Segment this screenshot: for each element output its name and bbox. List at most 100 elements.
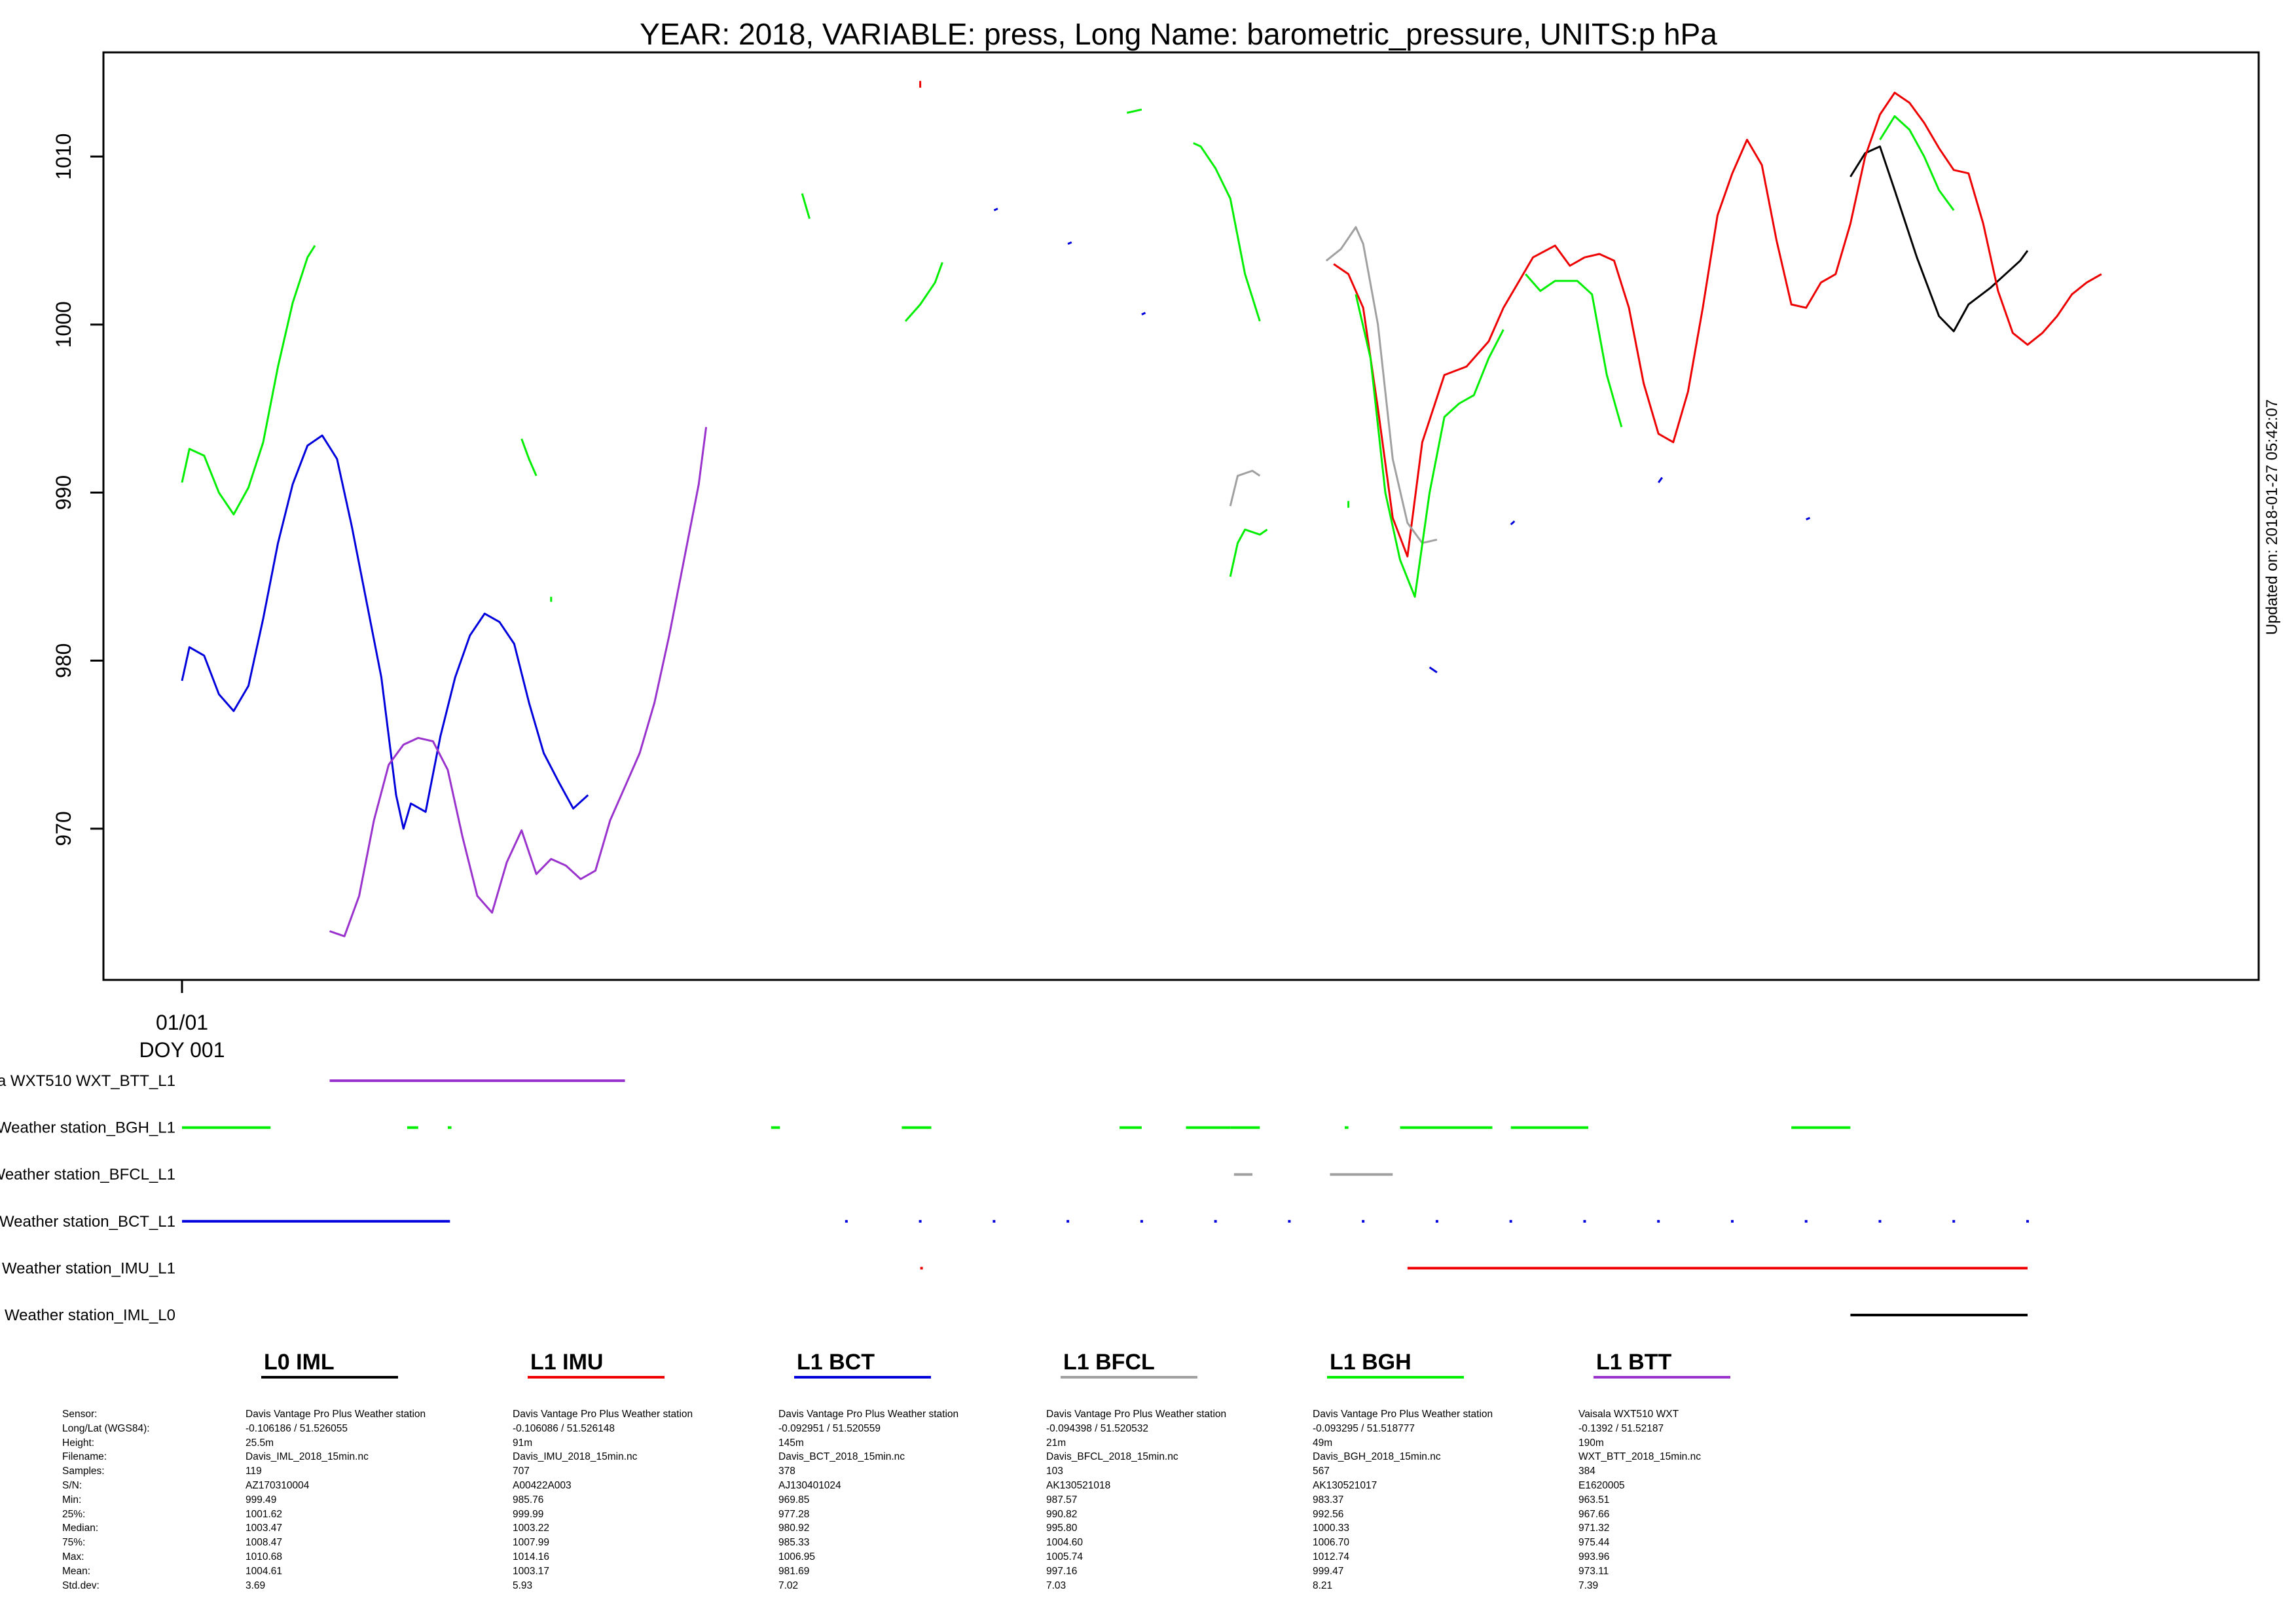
series-line-iml [1850,145,2029,333]
y-tick-label: 970 [52,811,75,846]
stats-cell: AJ130401024 [778,1479,841,1491]
y-tick-label: 990 [52,475,75,510]
stats-cell: Davis_BGH_2018_15min.nc [1313,1451,1441,1463]
stats-cell: 1003.22 [513,1523,550,1534]
stats-cell: 985.76 [513,1494,544,1506]
stats-cell: Filename: [62,1451,107,1463]
stats-cell: Davis Vantage Pro Plus Weather station [1313,1409,1493,1420]
series-imu [919,81,2102,558]
stats-column: Davis Vantage Pro Plus Weather station -0… [1313,1407,1493,1593]
legend-item: L1 BFCL [1061,1350,1197,1379]
series-line-bgh [1126,108,1142,114]
stats-cell: 1006.95 [778,1551,816,1562]
availability-row-label: Vaisala WXT510 WXT_BTT_L1 [0,1072,175,1090]
series-line-bgh [1229,528,1268,577]
stats-cell: 378 [778,1466,795,1477]
stats-cell: 145m [778,1437,804,1449]
stats-cell: 1003.17 [513,1565,550,1577]
x-axis: 01/01 DOY 001 [139,980,225,1062]
series-line-bgh [1525,273,1623,427]
series-line-bgh [1879,115,1955,211]
stats-cell: 980.92 [778,1523,810,1534]
stats-cell: 999.49 [246,1494,277,1506]
stats-cell: 25%: [62,1508,86,1520]
stats-cell: 3.69 [246,1579,266,1591]
stats-cell: 190m [1578,1437,1604,1449]
y-tick-label: 980 [52,643,75,678]
stats-cell: -0.092951 / 51.520559 [778,1422,881,1434]
stats-cell: 993.96 [1578,1551,1610,1562]
stats-cell: AZ170310004 [246,1479,310,1491]
series-line-bct [1806,516,1811,520]
stats-cell: 75%: [62,1537,86,1549]
stats-cell: S/N: [62,1479,82,1491]
stats-cell: 1008.47 [246,1537,283,1549]
availability-row: Davis Vantage Pro Plus Weather station_B… [0,1213,2029,1231]
stats-cell: 995.80 [1046,1523,1078,1534]
stats-cell: Davis_IML_2018_15min.nc [246,1451,369,1463]
stats-labels-column: Sensor: Long/Lat (WGS84): Height: Filename:… [62,1407,150,1593]
stats-cell: 7.39 [1578,1579,1599,1591]
series-line-btt [329,427,708,937]
stats-cell: 973.11 [1578,1565,1609,1577]
series-line-bfcl [1229,469,1261,507]
stats-cell: 1006.70 [1313,1537,1350,1549]
availability-row: Vaisala WXT510 WXT_BTT_L1 [0,1072,625,1090]
stats-cell: Mean: [62,1565,91,1577]
series-line-bct [1067,241,1072,245]
availability-row: Davis Vantage Pro Plus Weather station_I… [0,1307,2028,1324]
stats-cell: Davis_IMU_2018_15min.nc [513,1451,638,1463]
stats-cell: 999.99 [513,1508,544,1520]
series-btt [329,427,708,937]
legend-label: L0 IML [264,1350,335,1375]
availability-row: Davis Vantage Pro Plus Weather station_B… [0,1119,1851,1137]
legend-item: L1 IMU [528,1350,665,1379]
stats-cell: 977.28 [778,1508,810,1520]
stats-cell: 119 [246,1466,262,1477]
stats-cell: 963.51 [1578,1494,1610,1506]
legend-label: L1 BFCL [1063,1350,1155,1375]
stats-cell: Median: [62,1523,99,1534]
stats-cell: -0.106186 / 51.526055 [246,1422,348,1434]
series-line-bgh [904,262,943,322]
legend-item: L1 BGH [1327,1350,1464,1379]
legend-label: L1 BCT [797,1350,875,1375]
stats-cell: 103 [1046,1466,1063,1477]
stats-cell: Long/Lat (WGS84): [62,1422,150,1434]
y-tick-label: 1000 [52,301,75,348]
stats-column: Davis Vantage Pro Plus Weather station -0… [1046,1407,1226,1593]
series-bgh [181,108,1955,602]
stats-cell: 971.32 [1578,1523,1610,1534]
series-line-bct [1510,520,1516,526]
series-bfcl [1229,226,1438,545]
legend-label: L1 BGH [1330,1350,1412,1375]
series-line-bct [181,434,589,830]
stats-cell: 1004.61 [246,1565,283,1577]
updated-label: Updated on: 2018-01-27 05:42:07 [2263,399,2281,635]
stats-cell: 21m [1046,1437,1066,1449]
stats-cell: 7.02 [778,1579,799,1591]
availability-row: Davis Vantage Pro Plus Weather station_I… [0,1259,2028,1277]
stats-cell: 1001.62 [246,1508,283,1520]
series-line-bgh [520,438,538,477]
stats-cell: 49m [1313,1437,1333,1449]
legend: L0 IML L1 IMU L1 BCT L1 BFCL L1 BGH L1 BTT [261,1350,1730,1379]
series-layer [181,81,2102,937]
stats-cell: 981.69 [778,1565,810,1577]
availability-row-label: Davis Vantage Pro Plus Weather station_I… [0,1259,175,1277]
y-axis: 970 980 990 1000 1010 [52,134,105,846]
stats-column: Davis Vantage Pro Plus Weather station -0… [246,1407,426,1593]
stats-column: Vaisala WXT510 WXT -0.1392 / 51.52187 190m… [1578,1407,1701,1593]
availability-row-label: Davis Vantage Pro Plus Weather station_B… [0,1119,175,1137]
stats-cell: WXT_BTT_2018_15min.nc [1578,1451,1701,1463]
stats-cell: Davis_BCT_2018_15min.nc [778,1451,905,1463]
stats-cell: -0.106086 / 51.526148 [513,1422,615,1434]
stats-cell: 91m [513,1437,533,1449]
stats-cell: -0.093295 / 51.518777 [1313,1422,1415,1434]
stats-cell: 985.33 [778,1537,810,1549]
chart-title: YEAR: 2018, VARIABLE: press, Long Name: … [640,17,1717,51]
legend-item: L1 BTT [1594,1350,1730,1379]
availability-row-label: Davis Vantage Pro Plus Weather station_I… [0,1307,175,1324]
stats-cell: Max: [62,1551,84,1562]
stats-cell: Min: [62,1494,82,1506]
